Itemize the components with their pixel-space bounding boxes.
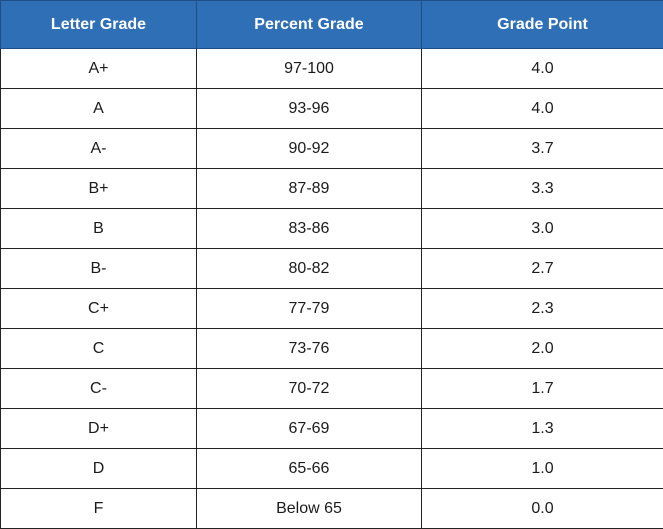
percent-grade-cell: 80-82 — [197, 249, 422, 289]
grade-point-cell: 4.0 — [422, 49, 663, 89]
table-row: B 83-86 3.0 — [1, 209, 663, 249]
letter-grade-cell: D — [1, 449, 197, 489]
header-row: Letter Grade Percent Grade Grade Point — [1, 1, 663, 49]
grade-point-cell: 1.3 — [422, 409, 663, 449]
percent-grade-cell: Below 65 — [197, 489, 422, 529]
letter-grade-cell: B+ — [1, 169, 197, 209]
letter-grade-cell: F — [1, 489, 197, 529]
table-row: D 65-66 1.0 — [1, 449, 663, 489]
percent-grade-cell: 70-72 — [197, 369, 422, 409]
letter-grade-cell: C — [1, 329, 197, 369]
percent-grade-cell: 83-86 — [197, 209, 422, 249]
percent-grade-cell: 90-92 — [197, 129, 422, 169]
percent-grade-cell: 77-79 — [197, 289, 422, 329]
grade-point-cell: 2.0 — [422, 329, 663, 369]
grade-point-cell: 2.3 — [422, 289, 663, 329]
letter-grade-cell: C+ — [1, 289, 197, 329]
grade-point-cell: 4.0 — [422, 89, 663, 129]
grade-point-cell: 1.7 — [422, 369, 663, 409]
letter-grade-cell: B — [1, 209, 197, 249]
grade-point-cell: 3.3 — [422, 169, 663, 209]
table-row: A 93-96 4.0 — [1, 89, 663, 129]
grade-point-cell: 3.7 — [422, 129, 663, 169]
percent-grade-cell: 97-100 — [197, 49, 422, 89]
header-letter-grade: Letter Grade — [1, 1, 197, 49]
table-row: C 73-76 2.0 — [1, 329, 663, 369]
letter-grade-cell: A — [1, 89, 197, 129]
percent-grade-cell: 93-96 — [197, 89, 422, 129]
letter-grade-cell: D+ — [1, 409, 197, 449]
grade-point-cell: 2.7 — [422, 249, 663, 289]
table-row: C+ 77-79 2.3 — [1, 289, 663, 329]
table-body: A+ 97-100 4.0 A 93-96 4.0 A- 90-92 3.7 B… — [1, 49, 663, 529]
percent-grade-cell: 65-66 — [197, 449, 422, 489]
grade-point-cell: 1.0 — [422, 449, 663, 489]
table-row: D+ 67-69 1.3 — [1, 409, 663, 449]
table-row: A+ 97-100 4.0 — [1, 49, 663, 89]
letter-grade-cell: C- — [1, 369, 197, 409]
letter-grade-cell: B- — [1, 249, 197, 289]
table-header: Letter Grade Percent Grade Grade Point — [1, 1, 663, 49]
table-row: B+ 87-89 3.3 — [1, 169, 663, 209]
table-row: B- 80-82 2.7 — [1, 249, 663, 289]
letter-grade-cell: A- — [1, 129, 197, 169]
percent-grade-cell: 67-69 — [197, 409, 422, 449]
grade-point-cell: 0.0 — [422, 489, 663, 529]
header-grade-point: Grade Point — [422, 1, 663, 49]
grade-point-cell: 3.0 — [422, 209, 663, 249]
table-row: A- 90-92 3.7 — [1, 129, 663, 169]
header-percent-grade: Percent Grade — [197, 1, 422, 49]
table-row: F Below 65 0.0 — [1, 489, 663, 529]
percent-grade-cell: 73-76 — [197, 329, 422, 369]
percent-grade-cell: 87-89 — [197, 169, 422, 209]
letter-grade-cell: A+ — [1, 49, 197, 89]
table-row: C- 70-72 1.7 — [1, 369, 663, 409]
